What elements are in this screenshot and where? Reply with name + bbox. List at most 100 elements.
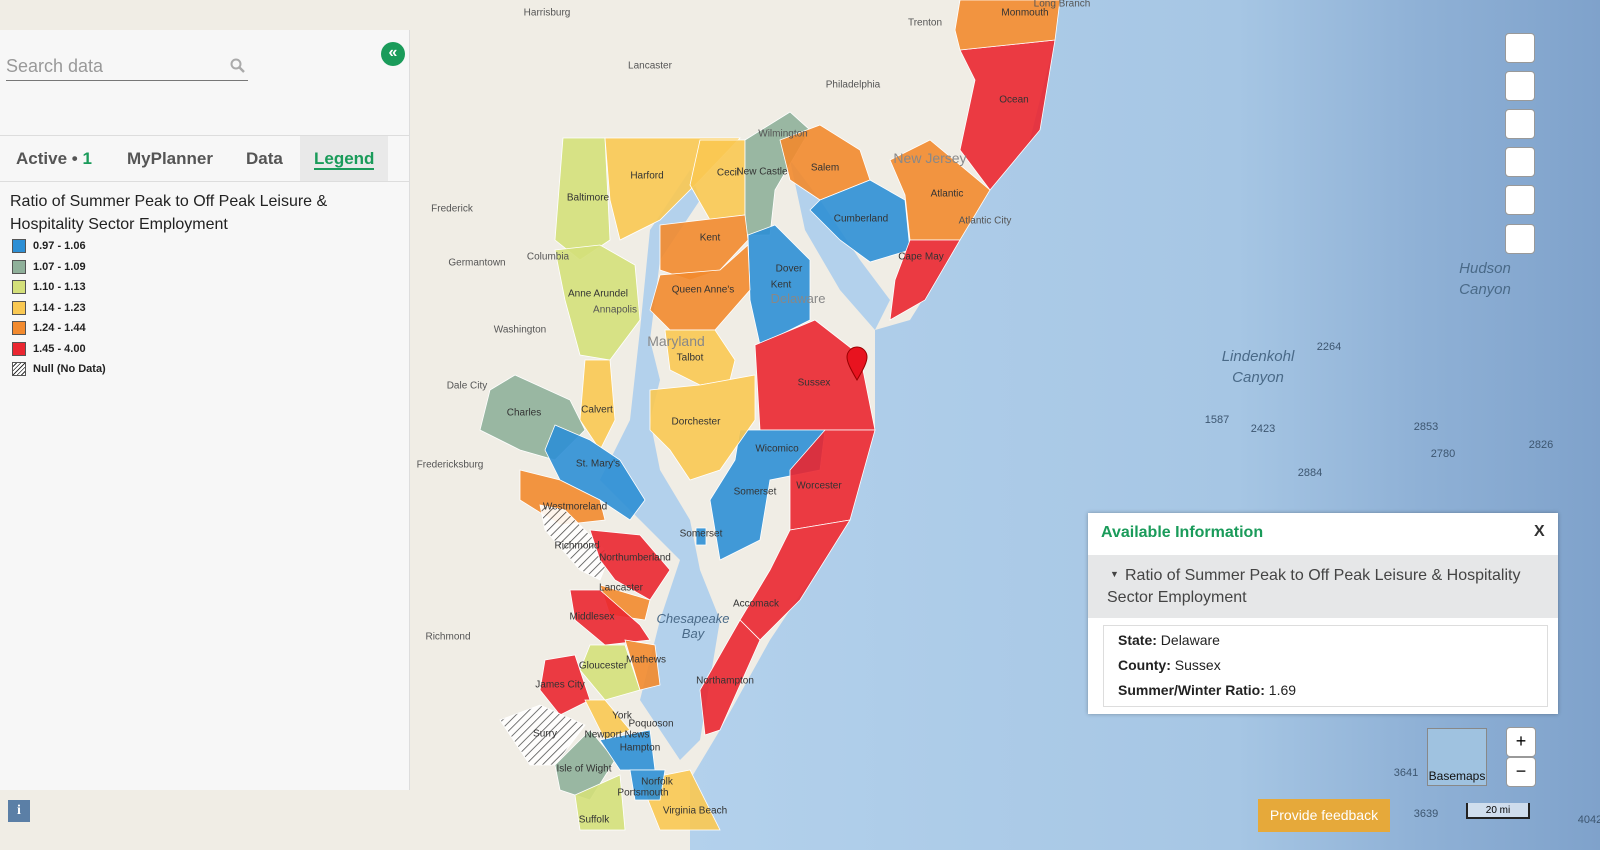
feedback-button[interactable]: Provide feedback [1258,799,1390,832]
county-label: Isle of Wight [556,764,611,775]
county[interactable] [584,699,631,741]
county-label: Charles [507,408,541,419]
county[interactable] [889,239,961,321]
legend-swatch [12,259,26,274]
legend-label: 1.45 - 4.00 [33,342,86,355]
location-marker[interactable] [846,346,868,381]
popup-field: State: Delaware [1118,632,1220,648]
popup-field: Summer/Winter Ratio: 1.69 [1118,682,1296,698]
tab[interactable]: Active • 1 [16,136,92,181]
state-label: New Jersey [893,150,966,166]
county-label: Salem [811,163,839,174]
place-label: Trenton [908,18,942,29]
field-label: Summer/Winter Ratio: [1118,682,1265,698]
county[interactable] [754,319,876,431]
county[interactable] [499,704,586,766]
county-label: Surry [533,729,557,740]
county[interactable] [699,619,761,736]
legend-item: 1.07 - 1.09 [12,259,86,275]
county[interactable] [554,244,641,361]
legend-label: 1.07 - 1.09 [33,260,86,273]
link-button[interactable] [1505,71,1535,101]
place-label: Dale City [447,381,488,392]
feature-label: Canyon [1232,369,1284,386]
scale-bar: 20 mi [1466,803,1530,819]
popup-close[interactable]: X [1534,523,1545,540]
place-label: Annapolis [593,305,637,316]
county-label: Worcester [796,481,842,492]
print-button[interactable] [1505,33,1535,63]
county-label: Accomack [733,599,780,610]
feature-label: Hudson [1459,260,1511,277]
county[interactable] [629,769,666,801]
draw-button[interactable] [1505,185,1535,215]
legend-swatch [12,341,26,356]
county[interactable] [569,589,651,646]
county-label: Northumberland [599,553,671,564]
tab[interactable]: Data [246,136,283,181]
feature-label: Canyon [1459,281,1511,298]
depth-label: 2853 [1414,421,1438,433]
collapse-button[interactable]: « [381,42,405,66]
county[interactable] [539,504,611,581]
county-label: Poquoson [628,719,673,730]
county[interactable] [624,639,661,691]
zoom-in[interactable]: + [1506,727,1536,757]
zoom-out[interactable]: − [1506,757,1536,787]
county[interactable] [747,224,811,346]
county-label: Northampton [696,676,754,687]
county-label: Cumberland [834,214,888,225]
legend-item: 1.45 - 4.00 [12,341,86,357]
field-label: County: [1118,657,1171,673]
county[interactable] [649,244,751,331]
field-value: Sussex [1174,657,1221,673]
county-label: Harford [630,171,663,182]
tab-selected[interactable]: Legend [300,136,389,181]
tab[interactable]: MyPlanner [127,136,213,181]
county-label: Portsmouth [617,788,668,799]
info-button[interactable]: i [8,800,30,822]
map-labels: Harrisburg Trenton Monmouth Long Branch … [417,0,1600,826]
popup-section[interactable]: Ratio of Summer Peak to Off Peak Leisure… [1088,555,1558,618]
county[interactable] [539,654,591,716]
county-label: St. Mary's [576,459,620,470]
tab-label: Legend [314,149,375,170]
county[interactable] [695,527,707,546]
county-label: Calvert [581,405,613,416]
popup-field: County: Sussex [1118,657,1221,673]
county[interactable] [544,424,646,521]
county-label: Cape May [898,252,944,263]
search-icon[interactable] [230,58,246,74]
county-label: Richmond [554,541,599,552]
axis-button[interactable] [1505,147,1535,177]
state-label: Maryland [647,333,705,349]
layers-button[interactable] [1505,224,1535,254]
measure-button[interactable] [1505,109,1535,139]
field-label: State: [1118,632,1157,648]
legend-swatch [12,321,26,336]
tab-label: Data [246,149,283,168]
county[interactable] [574,774,626,831]
county-label: Ocean [999,95,1028,106]
water-label: Chesapeake [657,611,730,626]
county-label: Kent [771,280,792,291]
place-label: Dover [776,264,803,275]
legend-label: 1.24 - 1.44 [33,322,86,334]
county[interactable] [649,374,756,481]
popup-layer: Ratio of Summer Peak to Off Peak Leisure… [1107,567,1521,606]
county-label: Sussex [798,378,831,389]
legend-item: 1.24 - 1.44 [12,320,86,336]
county[interactable] [579,359,616,451]
county-label: Mathews [626,655,666,666]
basemaps-button[interactable]: Basemaps [1427,728,1487,786]
county-label: New Castle [736,167,788,178]
county[interactable] [579,644,641,701]
county-label: Newport News [584,730,649,741]
depth-label: 2423 [1251,423,1275,435]
legend-swatch [12,300,26,315]
county[interactable] [954,0,1061,51]
county[interactable] [809,179,911,263]
county[interactable] [554,729,616,801]
search-input[interactable]: Search data [6,52,248,81]
